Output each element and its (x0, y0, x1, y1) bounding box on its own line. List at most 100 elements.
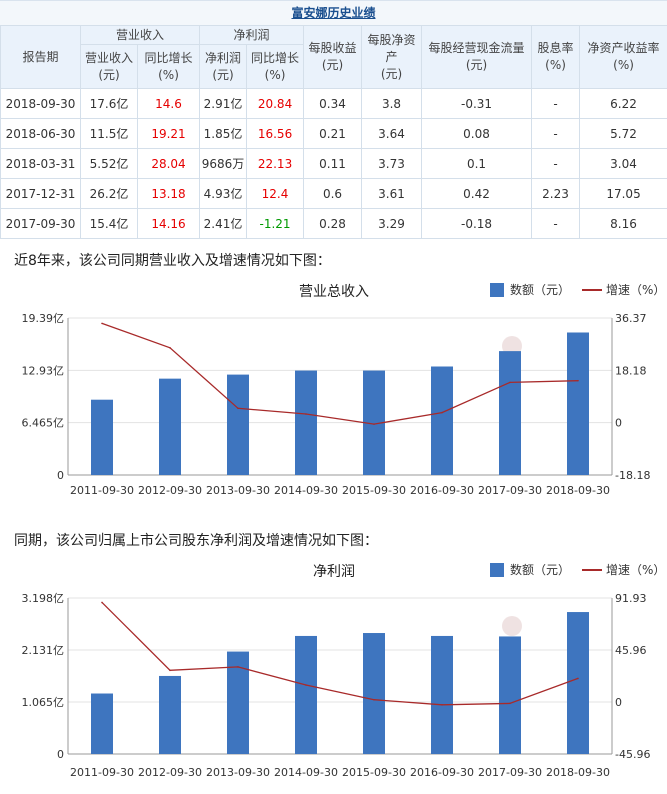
cell-dividend: - (531, 148, 581, 179)
cell-revenue: 11.5亿 (80, 118, 138, 149)
bar (295, 635, 317, 754)
cell-period: 2017-09-30 (0, 208, 81, 239)
y-left-tick-label: 6.465亿 (22, 417, 65, 430)
profit-caption: 同期，该公司归属上市公司股东净利润及增速情况如下图： (14, 533, 378, 549)
col-revenue: 营业收入 (元) (80, 44, 138, 89)
cell-profit: 4.93亿 (199, 178, 248, 209)
col-eps: 每股收益 (元) (303, 25, 363, 89)
x-tick-label: 2013-09-30 (206, 766, 270, 779)
x-tick-label: 2018-09-30 (546, 766, 610, 779)
cell-profit-yoy: -1.21 (246, 208, 305, 239)
page-title-link[interactable]: 富安娜历史业绩 (291, 6, 376, 20)
revenue-chart: 0 -18.18 6.465亿 0 12.93亿 18.18 19.39亿 36.37 2011… (22, 282, 666, 497)
bar (91, 399, 113, 475)
y-left-tick-label: 0 (57, 748, 64, 761)
cell-cfps: -0.31 (421, 88, 533, 119)
cell-revenue: 17.6亿 (80, 88, 138, 119)
growth-point (373, 423, 375, 425)
cell-period: 2018-03-31 (0, 148, 81, 179)
page-title-bar: 富安娜历史业绩 (0, 0, 667, 26)
y-left-tick-label: 19.39亿 (22, 312, 65, 325)
x-tick-label: 2015-09-30 (342, 766, 406, 779)
x-tick-label: 2018-09-30 (546, 484, 610, 497)
eastmoney-watermark (502, 336, 522, 356)
y-left-tick-label: 2.131亿 (22, 644, 65, 657)
table-row: 2017-12-31 26.2亿 13.18 4.93亿 12.4 0.6 3.… (0, 178, 667, 209)
bar (159, 675, 181, 754)
cell-roe: 8.16 (579, 208, 667, 239)
bar (159, 378, 181, 475)
profit-chart: 0 -45.96 1.065亿 0 2.131亿 45.96 3.198亿 91.93 2011… (22, 562, 666, 779)
y-right-tick-label: 0 (615, 696, 622, 709)
legend-line-label: 增速（%） (606, 563, 665, 577)
revenue-caption: 近8年来，该公司同期营业收入及增速情况如下图： (14, 253, 331, 269)
cell-profit: 2.91亿 (199, 88, 248, 119)
y-right-tick-label: 91.93 (615, 592, 647, 605)
x-tick-label: 2015-09-30 (342, 484, 406, 497)
growth-point (169, 669, 171, 672)
cell-revenue-yoy: 28.04 (136, 148, 201, 179)
growth-point (509, 381, 511, 384)
growth-point (509, 702, 511, 705)
cell-nav: 3.73 (361, 148, 423, 179)
watermark-logo-icon (502, 616, 522, 636)
cell-profit-yoy: 22.13 (246, 148, 305, 179)
cell-nav: 3.8 (361, 88, 423, 119)
bar (91, 693, 113, 754)
y-left-tick-label: 3.198亿 (22, 592, 65, 605)
growth-point (577, 677, 579, 680)
cell-profit-yoy: 20.84 (246, 88, 305, 119)
growth-point (305, 684, 307, 686)
cell-dividend: - (531, 118, 581, 149)
cell-roe: 6.22 (579, 88, 667, 119)
cell-cfps: 0.08 (421, 118, 533, 149)
bar (295, 370, 317, 475)
y-right-tick-label: 45.96 (615, 644, 647, 657)
col-roe: 净资产收益率 (%) (579, 25, 667, 89)
cell-profit: 2.41亿 (199, 208, 248, 239)
y-right-tick-label: -45.96 (615, 748, 650, 761)
y-right-tick-label: 18.18 (615, 364, 647, 377)
col-dividend: 股息率 (%) (531, 25, 581, 89)
table-row: 2018-03-31 5.52亿 28.04 9686万 22.13 0.11 … (0, 148, 667, 179)
chart-title: 净利润 (313, 564, 355, 580)
col-group-revenue: 营业收入 (79, 25, 201, 45)
growth-point (169, 347, 171, 349)
cell-profit-yoy: 16.56 (246, 118, 305, 149)
cell-period: 2018-09-30 (0, 88, 81, 119)
y-right-tick-label: -18.18 (615, 469, 650, 482)
cell-roe: 17.05 (579, 178, 667, 209)
cell-roe: 3.04 (579, 148, 667, 179)
bar (363, 370, 385, 475)
col-profit-yoy: 同比增长 (%) (246, 44, 305, 89)
growth-point (237, 407, 239, 410)
cell-period: 2017-12-31 (0, 178, 81, 209)
growth-point (237, 666, 239, 668)
growth-point (101, 322, 103, 325)
legend-bar-swatch (490, 283, 504, 297)
cell-revenue-yoy: 14.6 (136, 88, 201, 119)
growth-point (441, 704, 443, 706)
col-cfps: 每股经营现金流量 (元) (421, 25, 533, 89)
col-revenue-yoy: 同比增长 (%) (136, 44, 201, 89)
cell-revenue: 15.4亿 (80, 208, 138, 239)
cell-revenue: 26.2亿 (80, 178, 138, 209)
cell-dividend: - (531, 88, 581, 119)
bar (499, 636, 521, 754)
bar (567, 612, 589, 754)
growth-point (577, 379, 579, 382)
x-tick-label: 2011-09-30 (70, 766, 134, 779)
growth-line (101, 601, 579, 706)
col-profit: 净利润 (元) (199, 44, 248, 89)
growth-point (305, 413, 307, 415)
bar (227, 651, 249, 754)
bar (499, 351, 521, 475)
cell-eps: 0.34 (303, 88, 363, 119)
y-left-tick-label: 0 (57, 469, 64, 482)
growth-line (101, 322, 579, 425)
bar (227, 374, 249, 475)
cell-nav: 3.61 (361, 178, 423, 209)
cell-nav: 3.64 (361, 118, 423, 149)
col-group-profit: 净利润 (199, 25, 305, 45)
cell-period: 2018-06-30 (0, 118, 81, 149)
